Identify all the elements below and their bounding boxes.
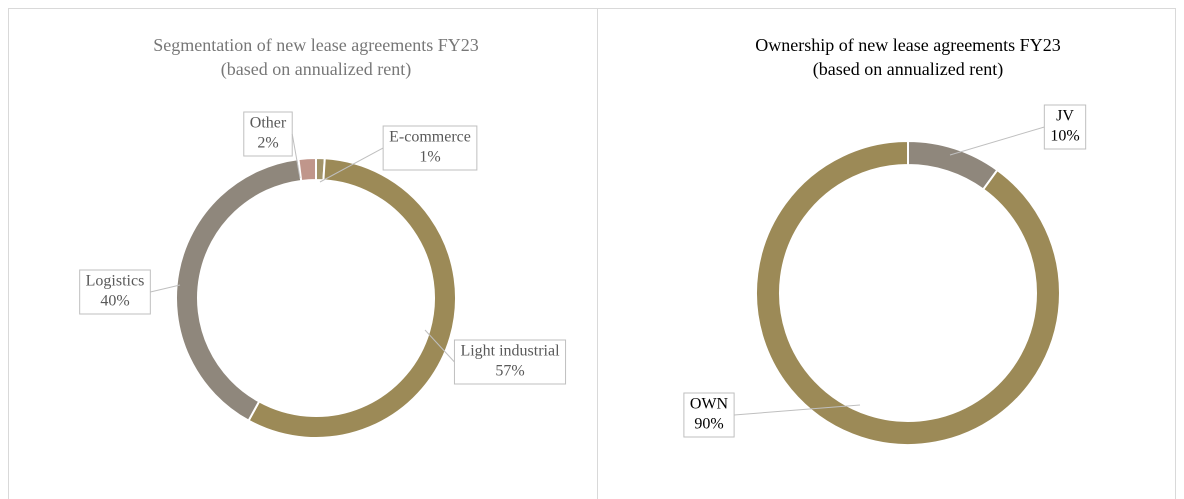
leader-line xyxy=(734,404,861,416)
label-category: Light industrial xyxy=(460,343,560,360)
slice xyxy=(907,139,999,191)
label-category: Logistics xyxy=(86,273,145,290)
label-value: 1% xyxy=(419,149,440,166)
chart-subtitle: (based on annualized rent) xyxy=(813,59,1003,80)
slice xyxy=(247,157,457,439)
label-box xyxy=(382,125,478,171)
leader-line xyxy=(424,329,455,363)
label-category: Other xyxy=(250,115,287,132)
leader-line xyxy=(291,133,301,179)
label-box xyxy=(453,339,567,385)
data-label: OWN 90% xyxy=(683,392,735,438)
label-value: 40% xyxy=(100,293,129,310)
label-category: E-commerce xyxy=(389,129,471,146)
label-value: 10% xyxy=(1050,128,1079,145)
label-value: 57% xyxy=(495,363,524,380)
label-category: JV xyxy=(1056,108,1074,125)
slice xyxy=(755,139,1061,446)
chart-title: Segmentation of new lease agreements FY2… xyxy=(153,35,478,55)
chart-subtitle: (based on annualized rent) xyxy=(221,59,411,80)
slice xyxy=(297,156,317,183)
data-label: E-commerce 1% xyxy=(382,125,478,171)
leader-line xyxy=(949,126,1045,156)
data-label: Logistics 40% xyxy=(79,269,151,315)
leader-line xyxy=(150,284,181,293)
label-category: OWN xyxy=(690,396,729,413)
label-box xyxy=(683,392,735,438)
label-value: 2% xyxy=(257,135,278,152)
data-label: Light industrial 57% xyxy=(453,339,567,385)
leader-line xyxy=(319,147,384,183)
frame xyxy=(8,8,1176,499)
data-label: JV 10% xyxy=(1043,104,1087,150)
label-box xyxy=(243,111,293,157)
label-box xyxy=(79,269,151,315)
label-box xyxy=(1043,104,1087,150)
label-value: 90% xyxy=(694,416,723,433)
slice xyxy=(175,157,303,423)
chart-title: Ownership of new lease agreements FY23 xyxy=(755,35,1060,55)
data-label: Other 2% xyxy=(243,111,293,157)
